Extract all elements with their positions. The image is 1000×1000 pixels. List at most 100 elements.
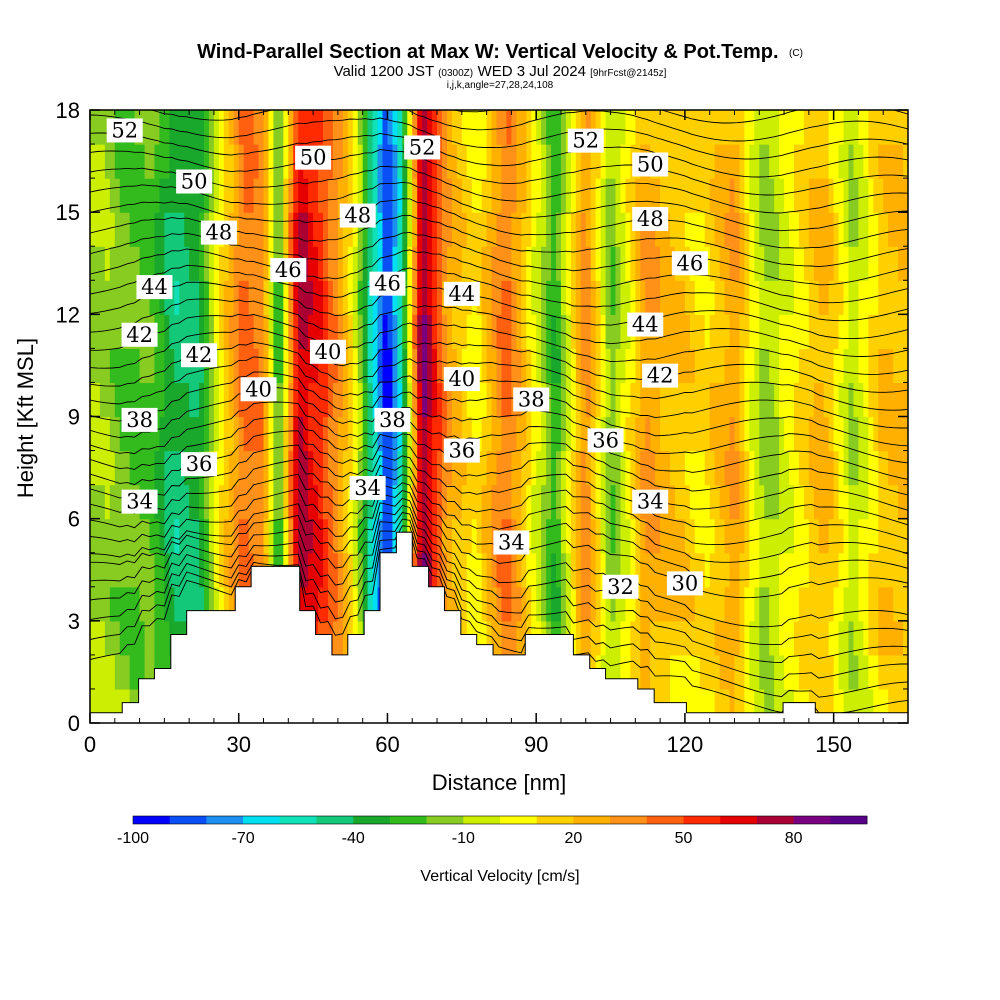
velocity-cell (615, 620, 622, 656)
velocity-cell (769, 450, 775, 486)
velocity-cell (422, 212, 428, 247)
velocity-cell (808, 552, 815, 588)
velocity-cell (422, 450, 428, 486)
velocity-cell (635, 620, 641, 656)
velocity-cell (159, 586, 165, 622)
velocity-cell (437, 382, 443, 418)
velocity-cell (531, 450, 537, 486)
y-tick-label: 6 (68, 507, 80, 532)
velocity-cell (536, 110, 542, 145)
velocity-cell (149, 382, 156, 418)
velocity-cell (308, 484, 314, 520)
velocity-cell (858, 110, 864, 145)
velocity-cell (620, 484, 627, 520)
velocity-cell (184, 280, 190, 315)
velocity-cell (407, 144, 413, 179)
velocity-cell (164, 586, 170, 622)
velocity-cell (878, 552, 884, 588)
velocity-cell (590, 144, 597, 179)
velocity-cell (798, 484, 805, 520)
velocity-cell (94, 212, 101, 247)
velocity-cell (754, 280, 760, 315)
velocity-cell (833, 212, 840, 247)
velocity-cell (625, 178, 631, 213)
velocity-cell (402, 348, 408, 384)
velocity-cell (189, 280, 195, 315)
velocity-cell (223, 110, 230, 145)
velocity-cell (149, 212, 156, 247)
velocity-cell (164, 212, 170, 247)
velocity-cell (704, 620, 711, 656)
velocity-cell (803, 280, 810, 315)
velocity-cell (441, 246, 448, 281)
velocity-cell (873, 654, 879, 690)
velocity-cell (213, 280, 220, 315)
velocity-cell (873, 450, 879, 486)
velocity-cell (853, 484, 860, 520)
velocity-cell (699, 348, 706, 384)
velocity-cell (744, 654, 750, 690)
velocity-cell (793, 654, 800, 690)
velocity-cell (734, 144, 741, 179)
velocity-cell (174, 314, 180, 349)
theta-contour-label: 50 (295, 145, 332, 170)
velocity-cell (863, 416, 869, 452)
velocity-cell (293, 450, 299, 486)
velocity-cell (789, 518, 795, 554)
theta-isentrope (90, 248, 908, 304)
velocity-cell (407, 348, 413, 384)
velocity-cell (580, 416, 587, 452)
velocity-cell (432, 450, 438, 486)
velocity-cell (337, 178, 344, 213)
velocity-cell (412, 144, 418, 179)
velocity-cell (377, 212, 384, 247)
velocity-cell (605, 178, 612, 213)
theta-isentrope (90, 264, 908, 322)
velocity-cell (461, 586, 468, 622)
velocity-cell (303, 110, 309, 145)
velocity-cell (853, 518, 860, 554)
svg-text:48: 48 (206, 221, 233, 245)
velocity-cell (888, 110, 894, 145)
velocity-cell (90, 484, 96, 520)
velocity-cell (228, 586, 235, 622)
velocity-cell (903, 586, 908, 622)
velocity-cell (853, 246, 860, 281)
velocity-cell (605, 246, 612, 281)
velocity-cell (318, 450, 324, 486)
velocity-cell (615, 382, 622, 418)
velocity-cell (303, 212, 309, 247)
velocity-cell (580, 246, 587, 281)
velocity-cell (843, 280, 850, 315)
velocity-cell (898, 246, 904, 281)
velocity-cell (263, 178, 270, 213)
velocity-cell (476, 552, 483, 588)
velocity-cell (873, 212, 879, 247)
velocity-cell (243, 450, 250, 486)
velocity-cell (813, 178, 820, 213)
velocity-cell (382, 518, 389, 554)
velocity-cell (556, 348, 562, 384)
velocity-cell (417, 246, 423, 281)
velocity-cell (139, 416, 146, 452)
velocity-cell (293, 110, 299, 145)
velocity-cell (843, 586, 850, 622)
velocity-cell (253, 178, 260, 213)
velocity-cell (769, 586, 775, 622)
velocity-cell (323, 484, 329, 520)
velocity-cell (318, 280, 324, 315)
velocity-cell (327, 246, 334, 281)
velocity-cell (362, 416, 369, 452)
velocity-cell (724, 654, 731, 690)
velocity-cell (521, 144, 527, 179)
velocity-cell (323, 348, 329, 384)
velocity-cell (298, 212, 304, 247)
velocity-cell (898, 620, 904, 656)
velocity-cell (337, 484, 344, 520)
velocity-cell (501, 620, 508, 656)
velocity-cell (109, 484, 116, 520)
velocity-cell (615, 314, 622, 349)
velocity-cell (813, 654, 820, 690)
colorbar-segment (279, 816, 317, 824)
velocity-cell (630, 246, 636, 281)
